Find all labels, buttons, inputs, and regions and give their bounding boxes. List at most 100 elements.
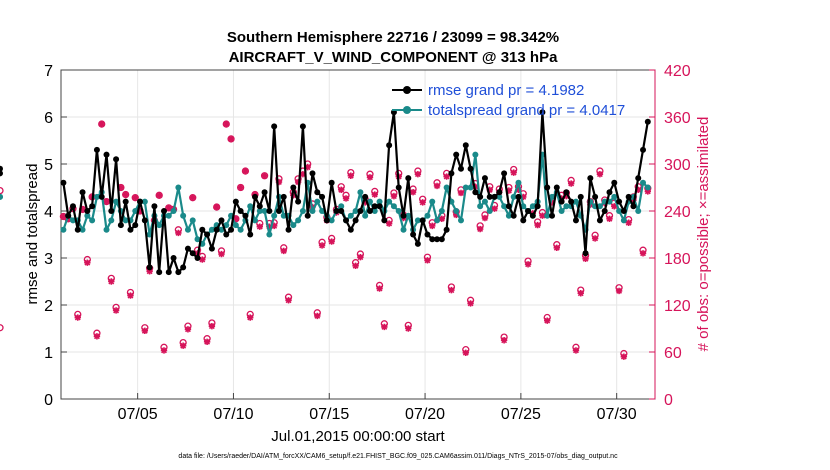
obs-assimilated-point [160, 347, 168, 354]
totalspread-point [529, 203, 536, 210]
totalspread-point [376, 198, 383, 205]
rmse-point [434, 236, 441, 243]
rmse-point [228, 226, 235, 233]
y-left-tick-label: 0 [44, 392, 53, 409]
obs-assimilated-point [567, 180, 575, 187]
obs-assimilated-point [237, 184, 244, 191]
obs-assimilated-point [467, 300, 474, 307]
totalspread-point [299, 208, 306, 214]
legend-totalspread-label: totalspread grand pr = 4.0417 [428, 102, 625, 119]
rmse-point [180, 264, 187, 271]
obs-assimilated-point [294, 178, 302, 186]
obs-assimilated-point [103, 198, 110, 205]
rmse-point [376, 203, 383, 210]
obs-assimilated-point [414, 170, 422, 178]
obs-possible-point [0, 324, 4, 332]
rmse-point [596, 217, 603, 224]
obs-assimilated-point [476, 225, 484, 233]
rmse-point [304, 212, 311, 219]
rmse-point [611, 179, 618, 186]
totalspread-point [481, 198, 488, 205]
legend-rmse-marker [403, 86, 411, 94]
y-left-tick-label: 1 [44, 345, 53, 362]
obs-assimilated-point [505, 187, 513, 194]
totalspread-point [261, 208, 268, 214]
rmse-point [410, 231, 417, 238]
rmse-point [314, 189, 321, 196]
chart-title-line1: Southern Hemisphere 22716 / 23099 = 98.3… [227, 29, 559, 46]
totalspread-point [457, 217, 464, 224]
obs-assimilated-point [376, 285, 383, 292]
obs-assimilated-point [625, 219, 632, 226]
totalspread-point [256, 208, 263, 214]
rmse-point [338, 208, 345, 214]
rmse-point [184, 245, 191, 252]
rmse-point [601, 208, 608, 214]
totalspread-point [549, 193, 556, 200]
rmse-point [137, 198, 144, 205]
obs-assimilated-point [108, 278, 115, 285]
totalspread-point [395, 208, 402, 214]
obs-assimilated-point [203, 338, 211, 346]
totalspread-point [108, 217, 115, 224]
rmse-point [496, 189, 503, 196]
totalspread-point [347, 212, 354, 219]
obs-assimilated-point [342, 195, 350, 202]
rmse-point [366, 208, 373, 214]
totalspread-point [218, 226, 225, 233]
totalspread-point [232, 222, 239, 229]
obs-assimilated-point [572, 347, 580, 354]
rmse-point [165, 269, 172, 276]
totalspread-point [357, 189, 364, 196]
x-axis-label: Jul.01,2015 00:00:00 start [271, 428, 445, 445]
obs-assimilated-point [433, 182, 441, 190]
totalspread-point [405, 212, 412, 219]
totalspread-point [515, 179, 522, 186]
totalspread-point [252, 217, 259, 224]
rmse-point [525, 208, 532, 214]
obs-assimilated-point [328, 238, 335, 245]
totalspread-point [180, 212, 187, 219]
rmse-point [319, 193, 326, 200]
rmse-point [443, 226, 450, 233]
totalspread-point [453, 208, 460, 214]
obs-assimilated-point [213, 203, 220, 211]
obs-assimilated-point [548, 199, 556, 206]
totalspread-point [362, 212, 369, 219]
totalspread-point [271, 212, 278, 219]
rmse-point [553, 184, 560, 191]
obs-assimilated-point [596, 170, 604, 178]
obs-assimilated-point [122, 191, 129, 198]
obs-assimilated-point [615, 287, 623, 295]
totalspread-point [93, 193, 100, 200]
rmse-point [208, 245, 215, 252]
obs-assimilated-point [189, 194, 196, 201]
obs-assimilated-point [227, 135, 235, 143]
rmse-point [438, 236, 445, 243]
obs-assimilated-point [266, 223, 273, 230]
totalspread-point [414, 217, 421, 224]
totalspread-point [501, 203, 508, 210]
y-axis-right-label: # of obs: o=possible; ×=assimilated [695, 117, 712, 352]
rmse-point [424, 231, 431, 238]
rmse-point [501, 170, 508, 177]
rmse-point [89, 203, 96, 210]
obs-assimilated-point [270, 222, 278, 230]
obs-assimilated-point [534, 221, 541, 229]
rmse-point [0, 165, 3, 172]
rmse-point [405, 175, 412, 182]
obs-assimilated-point [318, 242, 326, 249]
rmse-point [371, 203, 378, 210]
totalspread-point [141, 198, 148, 205]
obs-assimilated-point [261, 172, 268, 179]
totalspread-point [309, 208, 316, 214]
rmse-point [400, 212, 407, 219]
obs-assimilated-point [419, 199, 426, 206]
obs-assimilated-point [361, 199, 369, 206]
rmse-point [122, 198, 129, 205]
y-left-tick-label: 6 [44, 110, 53, 127]
rmse-point [481, 175, 488, 182]
obs-assimilated-point [117, 184, 125, 191]
obs-assimilated-point [199, 256, 206, 263]
obs-assimilated-point [644, 188, 652, 195]
